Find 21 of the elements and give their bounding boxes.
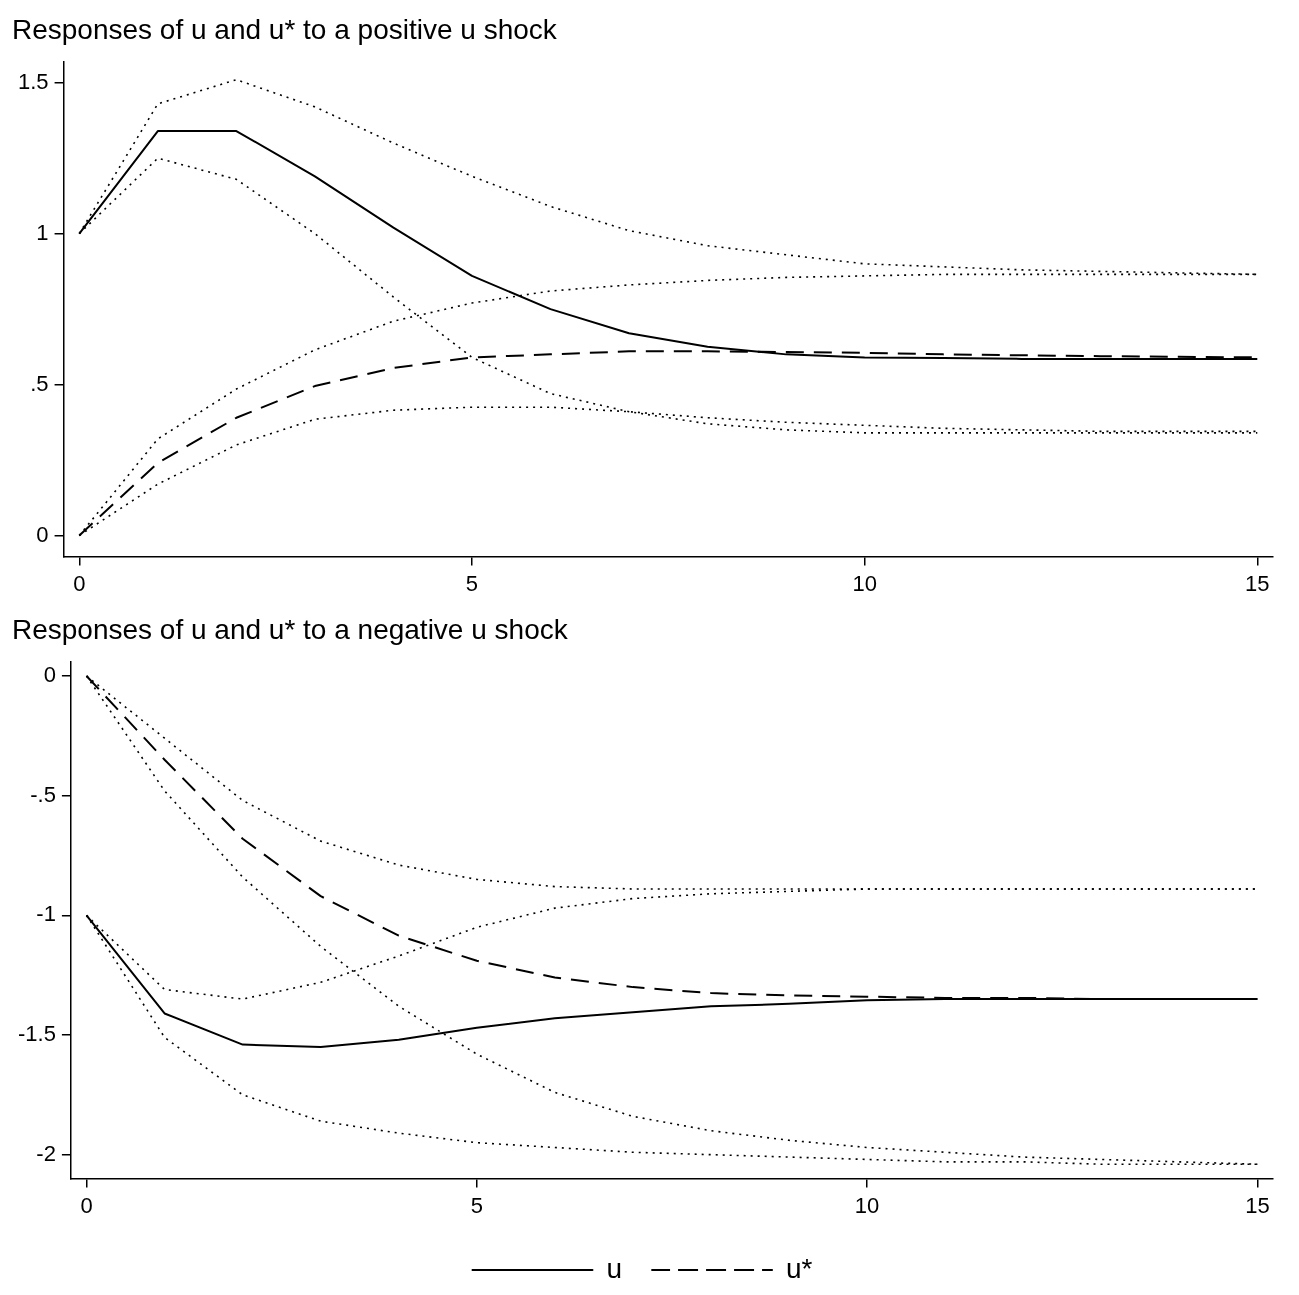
legend-label: u <box>606 1252 623 1284</box>
x-tick-label: 0 <box>73 570 86 596</box>
chart-title: Responses of u and u* to a negative u shock <box>12 613 569 645</box>
x-tick-label: 0 <box>80 1192 93 1218</box>
y-tick-label: -1 <box>36 901 56 927</box>
legend-label: u* <box>786 1252 813 1284</box>
y-tick-label: 1.5 <box>17 68 49 94</box>
y-tick-label: 1 <box>36 219 49 245</box>
x-tick-label: 15 <box>1245 1192 1270 1218</box>
y-tick-label: .5 <box>30 370 49 396</box>
y-tick-label: -.5 <box>30 781 56 807</box>
x-tick-label: 5 <box>470 1192 483 1218</box>
y-tick-label: 0 <box>43 662 56 688</box>
x-tick-label: 15 <box>1245 570 1270 596</box>
x-tick-label: 10 <box>852 570 877 596</box>
x-tick-label: 5 <box>465 570 479 596</box>
y-tick-label: 0 <box>36 521 49 547</box>
x-tick-label: 10 <box>854 1192 880 1218</box>
chart-title: Responses of u and u* to a positive u shock <box>12 13 558 45</box>
y-tick-label: -1.5 <box>17 1021 56 1047</box>
y-tick-label: -2 <box>36 1140 56 1166</box>
